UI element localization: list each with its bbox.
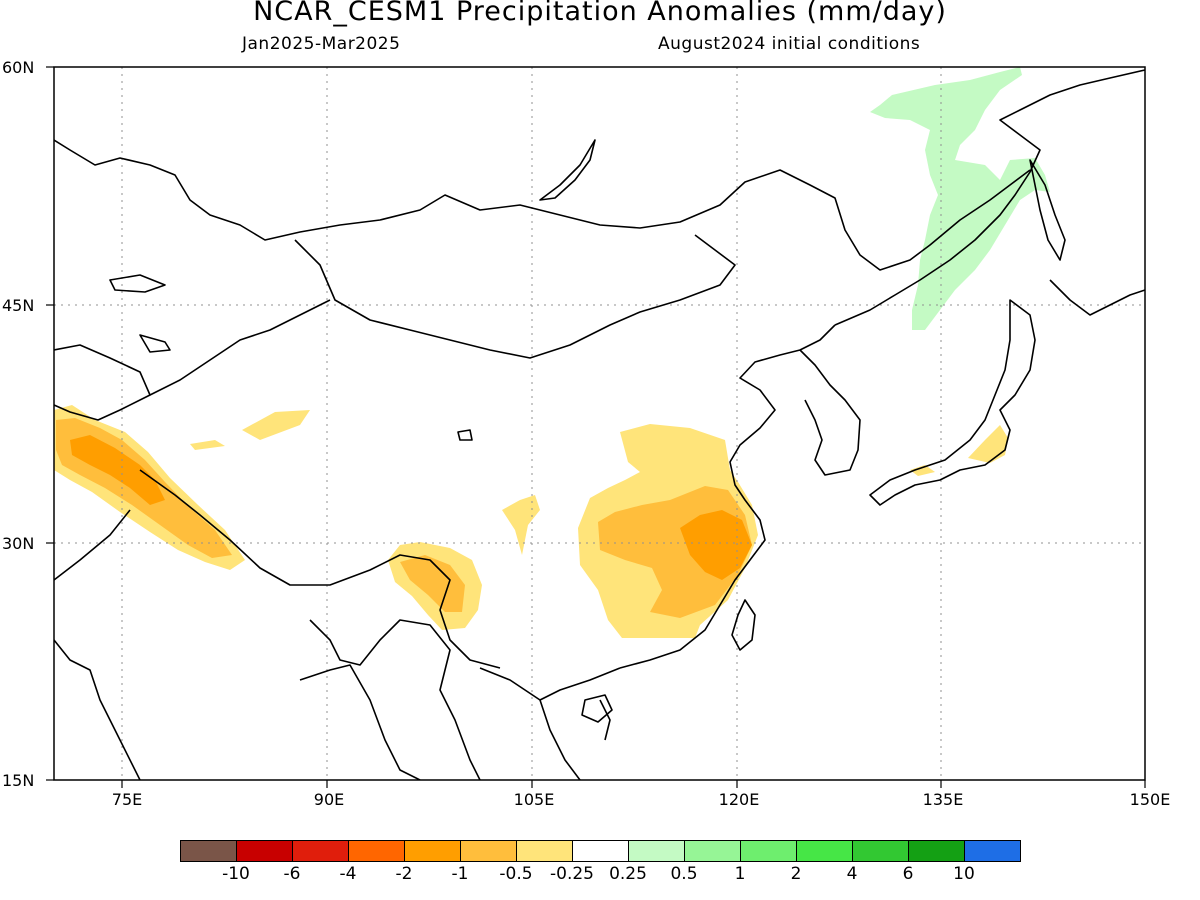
anomaly-japan-east <box>968 425 1008 463</box>
colorbar-box <box>236 840 293 862</box>
anomaly-sichuan-streak <box>502 495 540 555</box>
lat-label-15n: 15N <box>2 771 35 790</box>
colorbar-label: -6 <box>283 864 301 884</box>
colorbar-label: 0.25 <box>609 864 647 884</box>
lat-label-60n: 60N <box>2 58 35 77</box>
lat-label-30n: 30N <box>2 534 35 553</box>
colorbar-box <box>180 840 237 862</box>
initial-conditions-label: August2024 initial conditions <box>658 34 921 54</box>
period-label: Jan2025-Mar2025 <box>242 34 401 54</box>
colorbar-label: 1 <box>734 864 746 884</box>
lon-label-105e: 105E <box>513 790 555 809</box>
colorbar-label: -4 <box>339 864 357 884</box>
lon-label-135e: 135E <box>922 790 964 809</box>
anomaly-east-himalaya-mid <box>400 555 465 612</box>
colorbar <box>180 840 1021 862</box>
anomaly-west-himalaya-core <box>70 435 165 505</box>
colorbar-box <box>740 840 797 862</box>
colorbar-box <box>460 840 517 862</box>
colorbar-box <box>292 840 349 862</box>
colorbar-box <box>964 840 1021 862</box>
anomaly-wet-northeast <box>870 67 1050 330</box>
colorbar-label: 10 <box>953 864 975 884</box>
colorbar-box <box>572 840 629 862</box>
colorbar-label: 6 <box>902 864 914 884</box>
colorbar-box <box>628 840 685 862</box>
colorbar-label: -1 <box>451 864 469 884</box>
lon-label-150e: 150E <box>1129 790 1171 809</box>
lon-label-120e: 120E <box>718 790 760 809</box>
colorbar-box <box>348 840 405 862</box>
map-title: NCAR_CESM1 Precipitation Anomalies (mm/d… <box>253 0 947 27</box>
colorbar-box <box>684 840 741 862</box>
anomaly-shading <box>54 67 1050 638</box>
colorbar-box <box>908 840 965 862</box>
colorbar-label: 0.5 <box>670 864 698 884</box>
anomaly-japan-west <box>910 465 935 476</box>
anomaly-south-china-core <box>680 510 752 580</box>
anomaly-tibet-dot <box>190 440 225 450</box>
anomaly-tibet-streak <box>242 410 310 440</box>
colorbar-box <box>852 840 909 862</box>
colorbar-label: -2 <box>395 864 413 884</box>
lat-label-45n: 45N <box>2 296 35 315</box>
colorbar-label: 4 <box>846 864 858 884</box>
colorbar-label: -0.5 <box>499 864 533 884</box>
lon-label-75e: 75E <box>111 790 143 809</box>
axis-ticks <box>46 66 1146 788</box>
coastlines-borders <box>54 69 1145 780</box>
colorbar-box <box>796 840 853 862</box>
map-frame <box>53 66 1146 781</box>
lon-label-90e: 90E <box>313 790 345 809</box>
colorbar-box <box>404 840 461 862</box>
colorbar-box <box>516 840 573 862</box>
colorbar-label: 2 <box>790 864 802 884</box>
colorbar-label: -0.25 <box>550 864 594 884</box>
colorbar-label: -10 <box>222 864 250 884</box>
